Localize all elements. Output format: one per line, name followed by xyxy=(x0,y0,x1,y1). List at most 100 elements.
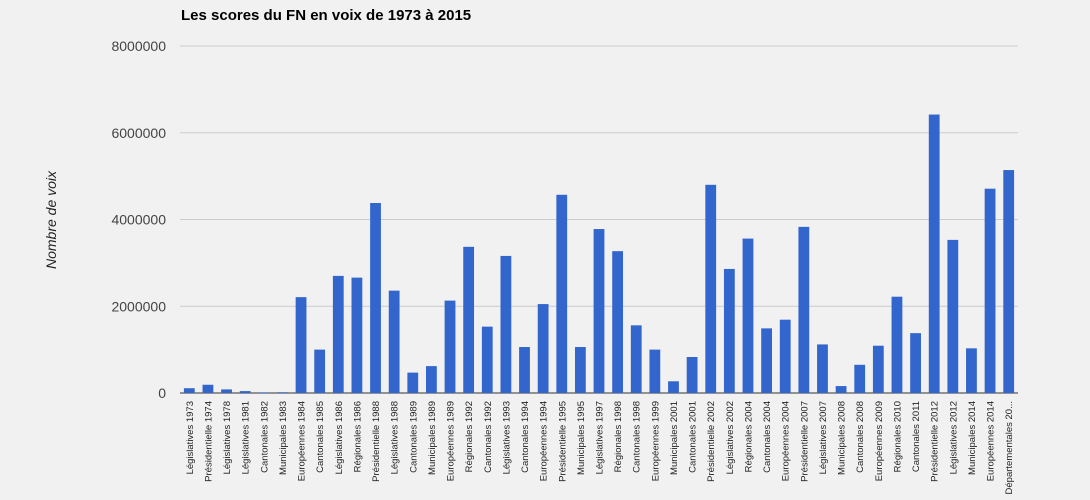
bar[interactable] xyxy=(314,349,326,393)
y-tick-label: 0 xyxy=(158,385,166,401)
bar[interactable] xyxy=(1003,170,1015,393)
bar[interactable] xyxy=(612,251,624,393)
x-axis-ticks: Législatives 1973 Présidentielle 1974 Légi… xyxy=(185,401,1015,494)
bar[interactable] xyxy=(221,389,232,393)
x-tick-label: Cantonales 2011 xyxy=(911,401,922,472)
bar[interactable] xyxy=(966,348,977,393)
x-tick-label: Présidentielle 1988 xyxy=(371,401,382,482)
x-tick-label: Départementales 20... xyxy=(1004,401,1015,494)
x-tick-label: Présidentielle 1974 xyxy=(203,401,214,482)
bar[interactable] xyxy=(556,194,568,393)
x-tick-label: Cantonales 1998 xyxy=(632,401,643,473)
bar[interactable] xyxy=(239,391,251,393)
bar[interactable] xyxy=(500,255,512,393)
bar[interactable] xyxy=(407,372,419,393)
x-tick-label: Municipales 1995 xyxy=(576,401,587,475)
bar[interactable] xyxy=(798,226,810,393)
y-tick-label: 4000000 xyxy=(111,212,166,228)
x-tick-label: Présidentielle 2002 xyxy=(706,401,717,482)
x-tick-label: Législatives 1986 xyxy=(334,401,345,474)
x-tick-label: Cantonales 2001 xyxy=(688,401,699,473)
x-tick-label: Présidentielle 1995 xyxy=(557,401,568,482)
x-tick-label: Législatives 1978 xyxy=(222,401,233,474)
y-tick-label: 6000000 xyxy=(111,125,166,141)
bar[interactable] xyxy=(779,319,791,393)
x-tick-label: Législatives 2012 xyxy=(948,401,959,474)
bar[interactable] xyxy=(854,364,866,393)
x-tick-label: Cantonales 2008 xyxy=(855,401,866,473)
bar[interactable] xyxy=(872,345,884,393)
bar[interactable] xyxy=(463,246,475,393)
x-tick-label: Législatives 1997 xyxy=(595,401,606,474)
x-tick-label: Municipales 2001 xyxy=(669,401,680,475)
bar[interactable] xyxy=(686,356,698,393)
x-tick-label: Régionales 1998 xyxy=(613,401,624,472)
bar[interactable] xyxy=(444,300,456,393)
bar[interactable] xyxy=(519,347,530,393)
x-tick-label: Cantonales 1985 xyxy=(315,401,326,473)
x-tick-label: Européennes 1989 xyxy=(446,401,457,481)
bar[interactable] xyxy=(910,333,921,393)
x-tick-label: Présidentielle 2012 xyxy=(930,401,941,482)
x-tick-label: Régionales 2010 xyxy=(892,401,903,472)
bar[interactable] xyxy=(183,388,195,393)
bar[interactable] xyxy=(537,304,549,393)
bar[interactable] xyxy=(705,184,717,393)
bar[interactable] xyxy=(202,384,214,393)
bar[interactable] xyxy=(668,381,679,393)
bar[interactable] xyxy=(723,268,735,393)
bar[interactable] xyxy=(835,386,847,393)
x-tick-label: Européennes 2009 xyxy=(874,401,885,481)
x-tick-label: Législatives 2007 xyxy=(818,401,829,474)
bar[interactable] xyxy=(258,392,270,393)
y-axis-ticks: 0 2000000 4000000 6000000 8000000 xyxy=(111,38,166,401)
x-tick-label: Cantonales 1982 xyxy=(259,401,270,473)
x-tick-label: Cantonales 1994 xyxy=(520,401,531,473)
bar[interactable] xyxy=(761,328,773,393)
x-tick-label: Municipales 1983 xyxy=(278,401,289,475)
bar[interactable] xyxy=(277,392,288,393)
bar[interactable] xyxy=(928,114,940,393)
bar[interactable] xyxy=(984,188,996,393)
y-axis-label: Nombre de voix xyxy=(43,170,59,269)
x-tick-label: Législatives 1993 xyxy=(501,401,512,474)
bar[interactable] xyxy=(593,229,605,393)
bar[interactable] xyxy=(295,297,307,393)
x-tick-label: Législatives 2002 xyxy=(725,401,736,474)
x-tick-label: Présidentielle 2007 xyxy=(799,401,810,482)
x-tick-label: Cantonales 1992 xyxy=(483,401,494,473)
x-tick-label: Européennes 1994 xyxy=(539,401,550,481)
y-tick-label: 2000000 xyxy=(111,298,166,314)
x-tick-label: Régionales 1986 xyxy=(352,401,363,472)
x-tick-label: Municipales 1989 xyxy=(427,401,438,475)
x-tick-label: Européennes 1999 xyxy=(650,401,661,481)
x-tick-label: Législatives 1973 xyxy=(185,401,196,474)
bar[interactable] xyxy=(817,344,828,393)
bar[interactable] xyxy=(370,203,381,393)
bars xyxy=(183,114,1015,393)
x-tick-label: Cantonales 2004 xyxy=(762,401,773,473)
bar[interactable] xyxy=(351,277,363,393)
bar[interactable] xyxy=(630,325,642,393)
bar[interactable] xyxy=(649,349,661,393)
bar[interactable] xyxy=(947,239,959,393)
x-tick-label: Régionales 1992 xyxy=(464,401,475,472)
chart-title: Les scores du FN en voix de 1973 à 2015 xyxy=(181,7,472,24)
x-tick-label: Européennes 2004 xyxy=(781,401,792,481)
bar[interactable] xyxy=(332,275,344,393)
bar[interactable] xyxy=(574,347,586,393)
y-tick-label: 8000000 xyxy=(111,38,166,54)
x-tick-label: Européennes 1984 xyxy=(297,401,308,481)
x-tick-label: Législatives 1988 xyxy=(390,401,401,474)
bar[interactable] xyxy=(891,296,903,393)
x-tick-label: Européennes 2014 xyxy=(986,401,997,481)
x-tick-label: Municipales 2008 xyxy=(837,401,848,475)
bar[interactable] xyxy=(742,238,754,393)
bar[interactable] xyxy=(425,366,437,393)
x-tick-label: Régionales 2004 xyxy=(743,401,754,472)
bar[interactable] xyxy=(481,326,493,393)
x-tick-label: Cantonales 1989 xyxy=(408,401,419,473)
x-tick-label: Législatives 1981 xyxy=(241,401,252,474)
bar[interactable] xyxy=(388,290,400,393)
